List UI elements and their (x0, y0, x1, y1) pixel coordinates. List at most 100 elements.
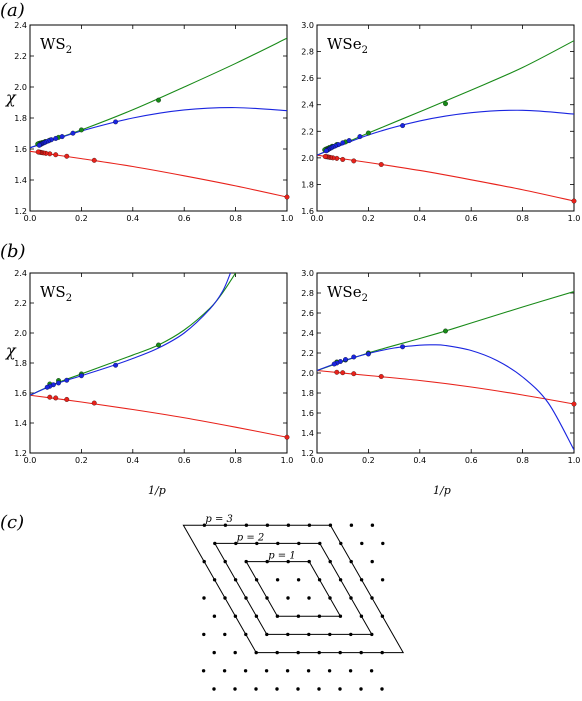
data-point-blue (64, 377, 70, 383)
y-tick-label: 1.8 (301, 389, 314, 398)
y-tick-label: 2.4 (301, 101, 314, 110)
series-line-red (30, 394, 287, 438)
y-tick-label: 1.4 (14, 176, 27, 185)
data-point-green (443, 101, 448, 107)
chart-b-wse: 0.0 0.2 0.4 0.6 0.8 1.0 1.2 1.4 1.6 1.8 2.0 2.2 2.4 2… (301, 269, 580, 465)
x-tick-label: 0.2 (75, 214, 88, 223)
panel-label-c: (c) (0, 512, 24, 533)
x-tick-label: 0.8 (229, 456, 242, 465)
data-point-green (156, 342, 161, 348)
x-tick-label: 0.8 (516, 214, 529, 223)
y-tick-label: 2.8 (301, 48, 314, 57)
lattice-diagram (182, 523, 405, 691)
lattice-site (233, 650, 237, 655)
data-point-red (284, 194, 290, 200)
data-point-red (351, 371, 357, 377)
plot-area (30, 37, 287, 198)
data-point-blue (343, 357, 348, 362)
data-point-red (571, 198, 577, 204)
data-point-green (365, 130, 371, 136)
y-tick-label: 1.6 (14, 389, 27, 398)
series-line-red (30, 150, 287, 198)
data-point-blue (351, 354, 357, 360)
y-tick-label: 3.0 (301, 269, 314, 278)
data-point-red (284, 434, 290, 440)
x-axis-label-b-right: 1/p (433, 484, 451, 497)
y-tick-label: 1.2 (14, 449, 27, 458)
data-point-red (53, 152, 59, 158)
charts: 0.0 0.2 0.4 0.6 0.8 1.0 1.2 1.4 1.6 1.8 2.0 2.2 2.4 W… (14, 21, 580, 465)
y-tick-label: 1.4 (301, 429, 314, 438)
x-tick-label: 1.0 (281, 214, 294, 223)
data-point-blue (346, 138, 352, 144)
x-tick-label: 0.0 (24, 214, 37, 223)
y-axis-label-a: χ (5, 88, 17, 107)
panel-label-b: (b) (0, 241, 26, 262)
data-point-blue (36, 142, 42, 148)
data-point-blue (113, 119, 119, 125)
data-point-blue (59, 134, 65, 140)
x-tick-label: 0.2 (362, 214, 375, 223)
x-tick-label: 0.8 (229, 214, 242, 223)
lattice-label-p2: p = 2 (237, 532, 264, 543)
lattice-site (380, 578, 385, 582)
x-tick-label: 0.6 (178, 456, 191, 465)
x-tick-label: 0.6 (465, 214, 478, 223)
y-tick-label: 1.2 (14, 207, 27, 216)
lattice-site (307, 596, 311, 600)
x-tick-label: 0.4 (126, 214, 139, 223)
x-tick-label: 0.2 (75, 456, 88, 465)
lattice-site (349, 523, 354, 527)
lattice-site (381, 541, 385, 546)
x-tick-label: 0.6 (178, 214, 191, 223)
lattice-site (327, 669, 332, 673)
lattice-label-p1: p = 1 (268, 551, 296, 562)
lattice-site (369, 669, 374, 673)
lattice-site (306, 669, 311, 673)
series-line-red (317, 369, 574, 405)
x-tick-label: 1.0 (568, 214, 581, 223)
lattice-site (370, 559, 374, 564)
data-point-green (156, 97, 161, 103)
data-point-red (91, 400, 97, 406)
series-line-green (317, 40, 574, 156)
lattice-site (348, 669, 353, 673)
data-point-red (35, 149, 41, 155)
x-axis-label-b-left: 1/p (148, 484, 166, 497)
lattice-site (212, 650, 216, 655)
chart-a-wse: 0.0 0.2 0.4 0.6 0.8 1.0 1.6 1.8 2.0 2.2 2.4 2.6 2.8 3… (301, 21, 580, 223)
x-tick-label: 0.0 (311, 214, 324, 223)
chart-title: WS2 (40, 283, 72, 304)
lattice-site (202, 596, 206, 600)
y-tick-label: 2.0 (14, 83, 27, 92)
y-tick-label: 2.2 (14, 52, 27, 61)
y-tick-label: 1.8 (301, 180, 314, 189)
lattice-site (359, 687, 363, 691)
chart-title: WSe2 (327, 283, 368, 304)
lattice-site (201, 669, 206, 673)
y-tick-label: 2.2 (301, 127, 314, 136)
chart-a-ws: 0.0 0.2 0.4 0.6 0.8 1.0 1.2 1.4 1.6 1.8 2.0 2.2 2.4 W… (14, 21, 293, 223)
data-point-red (340, 370, 346, 376)
lattice-site (275, 687, 279, 691)
data-point-blue (323, 148, 329, 154)
y-tick-label: 2.4 (14, 21, 27, 30)
lattice-site (275, 578, 280, 582)
data-point-red (378, 162, 384, 167)
rhombus-p2 (213, 542, 373, 635)
lattice-site (223, 632, 227, 637)
data-point-green (443, 328, 448, 334)
x-tick-label: 1.0 (281, 456, 294, 465)
y-tick-label: 1.8 (14, 114, 27, 123)
data-point-blue (400, 123, 406, 129)
y-tick-label: 1.6 (301, 409, 314, 418)
lattice-site (254, 687, 258, 691)
y-tick-label: 2.4 (301, 329, 314, 338)
lattice-site (296, 578, 301, 582)
y-tick-label: 2.2 (14, 299, 27, 308)
data-point-red (340, 157, 346, 162)
rhombus-p3 (182, 524, 405, 654)
lattice-site (317, 687, 321, 691)
data-point-blue (400, 344, 406, 350)
data-point-red (91, 157, 97, 163)
